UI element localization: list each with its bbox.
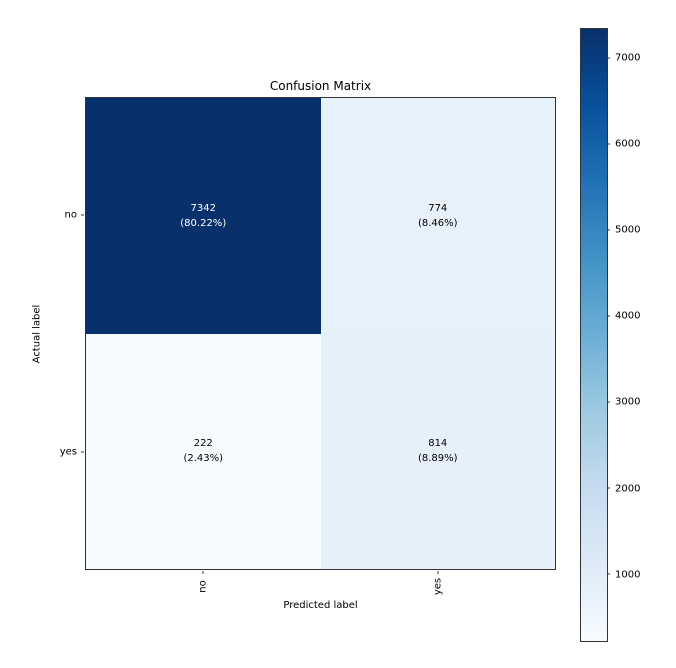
colorbar-tick-mark [607,229,610,231]
colorbar-tick-mark [607,315,610,317]
cell-value: 814 [428,438,448,450]
chart-title: Confusion Matrix [269,79,372,93]
cell-yes-yes: 814 (8.89%) [320,333,555,569]
y-tick-label-yes: yes [59,446,77,458]
colorbar-tick-mark [607,401,610,403]
colorbar-tick-label-5000: 5000 [615,224,641,236]
cell-yes-no: 222 (2.43%) [86,333,321,569]
colorbar-tick-label-1000: 1000 [615,569,641,581]
y-tick-labels: no yes [0,97,85,570]
heatmap-plot-area: 7342 (80.22%) 774 (8.46%) 222 (2.43%) 814 (8.89… [85,97,556,570]
colorbar-tick-label-6000: 6000 [615,138,641,150]
cell-percent: (8.46%) [417,217,458,229]
x-tick-label-no: no [197,580,209,593]
colorbar-gradient [581,29,607,641]
colorbar-tick-labels: 1000 2000 3000 4000 5000 6000 7000 [615,28,670,642]
cell-no-no: 7342 (80.22%) [86,98,321,334]
colorbar-tick-label-3000: 3000 [615,396,641,408]
colorbar-tick-mark [607,487,610,489]
x-axis-label: Predicted label [283,600,358,611]
cell-percent: (2.43%) [183,453,224,465]
colorbar-tick-mark [607,143,610,145]
x-tick-label-yes: yes [432,577,444,596]
cell-value: 774 [428,202,448,214]
cell-percent: (80.22%) [180,217,227,229]
cell-value: 7342 [190,202,216,214]
colorbar-tick-mark [607,573,610,575]
cell-percent: (8.89%) [417,453,458,465]
colorbar-tick-label-7000: 7000 [615,52,641,63]
x-tick-mark [437,571,439,574]
colorbar-tick-label-4000: 4000 [615,310,641,322]
x-tick-mark [202,571,204,574]
colorbar [580,28,610,642]
colorbar-tick-mark [607,57,610,59]
y-tick-mark [81,451,84,453]
cell-no-yes: 774 (8.46%) [320,98,555,334]
cell-value: 222 [193,438,213,450]
y-tick-label-no: no [64,209,77,221]
y-tick-mark [81,214,84,216]
colorbar-tick-label-2000: 2000 [615,483,641,495]
x-tick-labels: no yes [85,571,556,607]
